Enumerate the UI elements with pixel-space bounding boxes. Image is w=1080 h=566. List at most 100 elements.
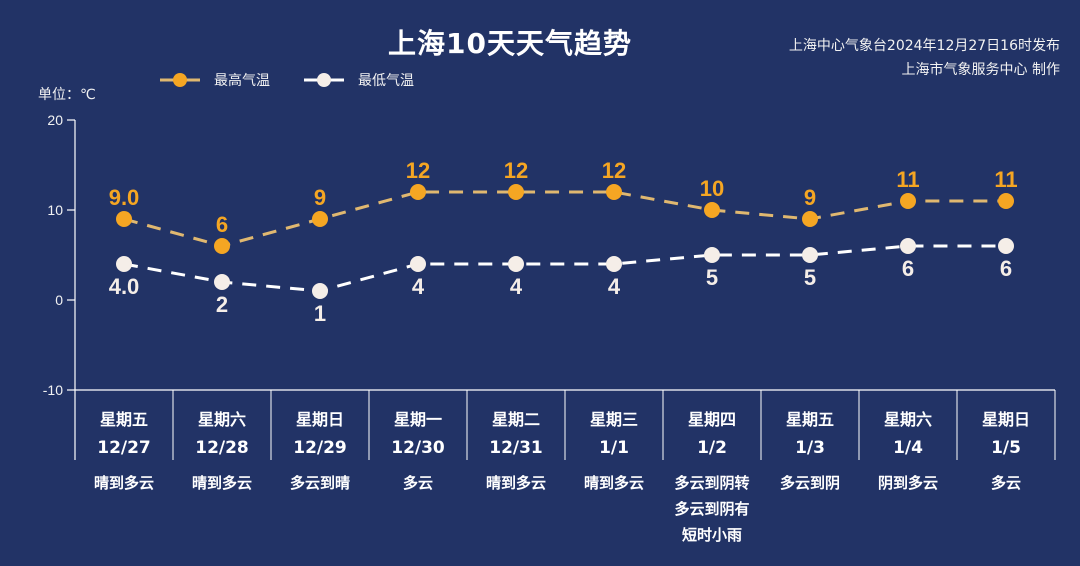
legend-item-high[interactable]: 最高气温 <box>160 70 270 90</box>
weather-desc: 晴到多云 <box>485 474 546 492</box>
high-point <box>508 184 524 200</box>
weather-desc: 晴到多云 <box>93 474 154 492</box>
day-column: 星期六 1/4 阴到多云 <box>859 390 957 548</box>
date-label: 1/4 <box>893 438 923 458</box>
high-value-label: 12 <box>602 158 626 183</box>
weekday-label: 星期一 <box>393 410 442 429</box>
low-point <box>410 256 426 272</box>
publisher-line2: 上海市气象服务中心 制作 <box>901 62 1060 78</box>
weather-desc: 多云到晴 <box>289 474 350 492</box>
high-value-label: 6 <box>216 212 228 237</box>
day-column: 星期日 1/5 多云 <box>957 390 1055 548</box>
day-column: 星期日 12/29 多云到晴 <box>271 390 369 548</box>
unit-label: 单位：℃ <box>38 87 96 103</box>
low-value-label: 4.0 <box>109 274 140 299</box>
date-label: 1/2 <box>697 438 727 458</box>
high-value-label: 9.0 <box>109 185 140 210</box>
day-column: 星期五 12/27 晴到多云 <box>75 390 173 548</box>
low-point <box>998 238 1014 254</box>
high-value-label: 11 <box>994 167 1017 192</box>
high-point <box>900 193 916 209</box>
high-point <box>116 211 132 227</box>
weather-desc: 多云 <box>402 474 433 492</box>
low-value-label: 1 <box>314 301 326 326</box>
weekday-label: 星期四 <box>687 410 736 429</box>
chart-title: 上海10天天气趋势 <box>388 27 632 60</box>
weather-desc: 晴到多云 <box>191 474 252 492</box>
high-temp-line <box>123 190 1006 248</box>
date-label: 12/28 <box>195 438 249 458</box>
date-label: 1/5 <box>991 438 1021 458</box>
day-column: 星期六 12/28 晴到多云 <box>173 390 271 548</box>
weekday-label: 星期五 <box>785 410 834 429</box>
high-point <box>214 238 230 254</box>
day-column: 星期五 1/3 多云到阴 <box>761 390 859 548</box>
high-value-label: 10 <box>700 176 724 201</box>
high-value-label: 12 <box>504 158 528 183</box>
low-value-label: 6 <box>902 256 914 281</box>
legend: 最高气温 最低气温 <box>160 70 414 90</box>
day-column: 星期三 1/1 晴到多云 <box>565 390 663 548</box>
date-label: 1/3 <box>795 438 825 458</box>
high-value-label: 9 <box>804 185 816 210</box>
weekday-label: 星期二 <box>491 410 540 429</box>
low-value-label: 6 <box>1000 256 1012 281</box>
weather-desc: 多云到阴 <box>779 474 840 492</box>
high-point <box>802 211 818 227</box>
weather-desc: 阴到多云 <box>877 474 938 492</box>
low-value-label: 4 <box>608 274 621 299</box>
low-value-label: 4 <box>412 274 425 299</box>
publisher-line1: 上海中心气象台2024年12月27日16时发布 <box>788 38 1060 54</box>
high-point <box>410 184 426 200</box>
weather-desc: 多云到阴转 多云到阴有 短时小雨 <box>674 474 750 544</box>
weekday-label: 星期日 <box>295 410 344 429</box>
weather-desc: 多云 <box>990 474 1021 492</box>
high-point <box>998 193 1014 209</box>
low-value-label: 2 <box>216 292 228 317</box>
low-point <box>704 247 720 263</box>
low-point <box>900 238 916 254</box>
low-point <box>312 283 328 299</box>
low-marker-icon <box>304 73 344 87</box>
low-temp-line <box>123 244 1006 293</box>
low-point <box>606 256 622 272</box>
weekday-label: 星期五 <box>99 410 148 429</box>
y-tick-label: 0 <box>55 292 63 308</box>
low-value-label: 5 <box>706 265 718 290</box>
y-tick-label: 20 <box>47 112 63 128</box>
high-value-label: 12 <box>406 158 430 183</box>
high-marker-icon <box>160 73 200 87</box>
y-tick-label: 10 <box>47 202 63 218</box>
weekday-label: 星期六 <box>883 410 932 429</box>
date-label: 1/1 <box>599 438 629 458</box>
high-point <box>606 184 622 200</box>
weekday-label: 星期六 <box>197 410 246 429</box>
weather-desc: 晴到多云 <box>583 474 644 492</box>
legend-label-high: 最高气温 <box>214 73 270 89</box>
day-column: 星期四 1/2 多云到阴转 多云到阴有 短时小雨 <box>663 390 761 548</box>
date-label: 12/27 <box>97 438 151 458</box>
high-value-label: 11 <box>896 167 919 192</box>
legend-label-low: 最低气温 <box>358 73 414 89</box>
high-value-label: 9 <box>314 185 326 210</box>
low-point <box>508 256 524 272</box>
date-label: 12/30 <box>391 438 445 458</box>
y-tick-label: -10 <box>43 382 63 398</box>
low-point <box>214 274 230 290</box>
date-columns: 星期五 12/27 晴到多云 星期六 12/28 晴到多云 星期日 12/29 多云到晴 星期一 1… <box>75 390 1055 548</box>
low-value-label: 4 <box>510 274 523 299</box>
date-label: 12/31 <box>489 438 543 458</box>
legend-item-low[interactable]: 最低气温 <box>304 70 414 90</box>
publisher-info: 上海中心气象台2024年12月27日16时发布 上海市气象服务中心 制作 <box>789 34 1060 82</box>
weekday-label: 星期三 <box>589 410 638 429</box>
low-point <box>802 247 818 263</box>
weekday-label: 星期日 <box>981 410 1030 429</box>
high-point <box>312 211 328 227</box>
date-label: 12/29 <box>293 438 347 458</box>
day-column: 星期二 12/31 晴到多云 <box>467 390 565 548</box>
low-point <box>116 256 132 272</box>
day-column: 星期一 12/30 多云 <box>369 390 467 548</box>
high-point <box>704 202 720 218</box>
low-value-label: 5 <box>804 265 816 290</box>
